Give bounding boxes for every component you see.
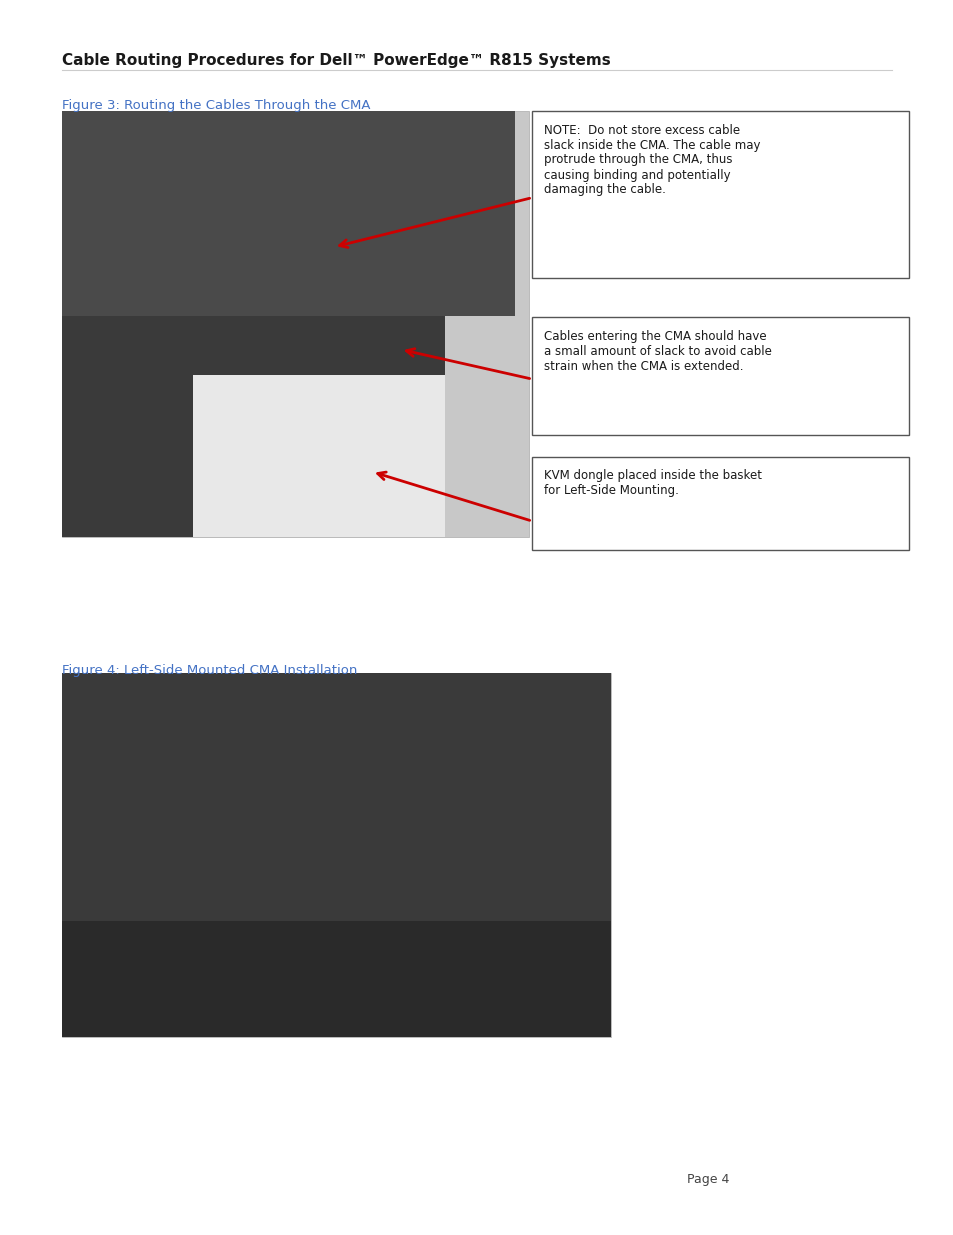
FancyBboxPatch shape (532, 111, 908, 278)
Text: Cables entering the CMA should have
a small amount of slack to avoid cable
strai: Cables entering the CMA should have a sm… (543, 330, 771, 373)
Text: KVM dongle placed inside the basket
for Left-Side Mounting.: KVM dongle placed inside the basket for … (543, 469, 761, 498)
FancyBboxPatch shape (193, 375, 445, 537)
Text: NOTE:  Do not store excess cable
slack inside the CMA. The cable may
protrude th: NOTE: Do not store excess cable slack in… (543, 124, 760, 196)
FancyBboxPatch shape (62, 921, 610, 1037)
FancyBboxPatch shape (62, 673, 610, 1037)
FancyBboxPatch shape (532, 457, 908, 550)
FancyBboxPatch shape (62, 316, 445, 537)
FancyBboxPatch shape (62, 111, 529, 537)
FancyBboxPatch shape (62, 673, 610, 921)
FancyBboxPatch shape (532, 317, 908, 435)
Text: Figure 3: Routing the Cables Through the CMA: Figure 3: Routing the Cables Through the… (62, 99, 370, 112)
Text: Cable Routing Procedures for Dell™ PowerEdge™ R815 Systems: Cable Routing Procedures for Dell™ Power… (62, 53, 610, 68)
Text: Page 4: Page 4 (686, 1172, 728, 1186)
FancyBboxPatch shape (62, 111, 515, 316)
Text: Figure 4: Left-Side Mounted CMA Installation: Figure 4: Left-Side Mounted CMA Installa… (62, 664, 357, 678)
